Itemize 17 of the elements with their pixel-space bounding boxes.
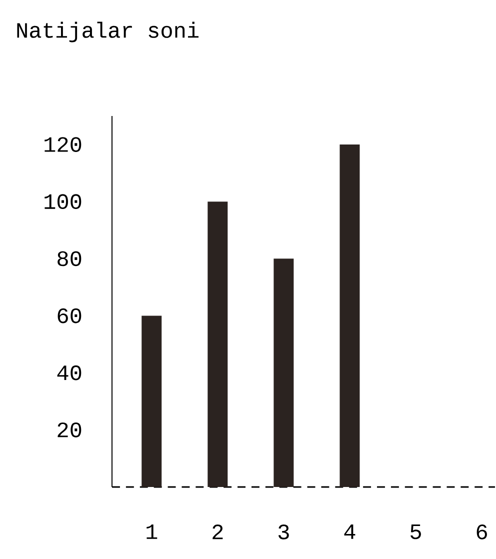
x-tick-label: 2 <box>212 524 223 540</box>
x-tick-label: 3 <box>278 524 289 540</box>
y-tick-label: 40 <box>57 365 82 380</box>
x-tick-label: 6 <box>476 524 488 540</box>
y-tick-label: 80 <box>58 251 82 266</box>
y-tick-label: 60 <box>58 308 82 324</box>
bar <box>208 202 228 487</box>
y-tick-label: 100 <box>44 194 82 210</box>
x-tick-label: 5 <box>410 524 422 540</box>
bar <box>142 316 162 487</box>
bar <box>340 144 360 487</box>
x-tick-label: 4 <box>344 524 356 539</box>
x-tick-label: 1 <box>146 524 158 539</box>
y-tick-label: 20 <box>58 422 82 438</box>
y-tick-label: 120 <box>44 137 82 152</box>
chart-title: Natijalar soni <box>17 22 199 42</box>
bar <box>274 258 294 487</box>
